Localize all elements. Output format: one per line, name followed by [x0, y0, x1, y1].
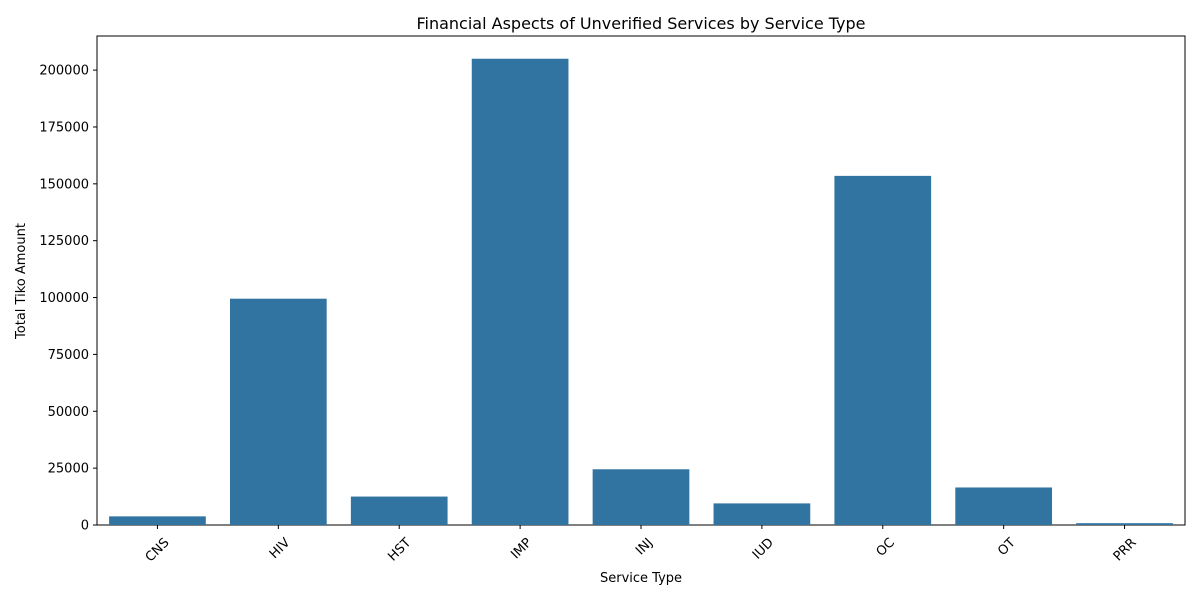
x-tick-label: CNS — [143, 535, 173, 565]
x-axis-ticks: CNS HIV HST IMP INJ IUD OC OT PRR — [143, 525, 1140, 565]
y-tick-label: 175000 — [39, 120, 89, 135]
x-tick-label: OT — [995, 535, 1018, 558]
bar-oc — [834, 175, 932, 525]
bar-prr — [1076, 523, 1173, 525]
bar-iud — [713, 503, 811, 525]
y-tick-label: 150000 — [39, 177, 89, 192]
x-tick-label: INJ — [633, 535, 656, 558]
bar-ot — [955, 487, 1053, 525]
x-tick-label: OC — [874, 535, 898, 559]
x-tick-label: HIV — [267, 535, 294, 562]
bar-inj — [592, 469, 690, 525]
bar-cns — [109, 516, 206, 525]
x-tick-label: PRR — [1111, 535, 1140, 564]
x-tick-label: HST — [385, 535, 414, 564]
x-axis-label: Service Type — [600, 571, 682, 586]
bar-hst — [350, 496, 448, 525]
y-tick-label: 25000 — [48, 462, 89, 477]
y-tick-label: 75000 — [48, 348, 89, 363]
y-tick-label: 125000 — [39, 234, 89, 249]
chart-title: Financial Aspects of Unverified Services… — [416, 14, 865, 33]
y-tick-label: 200000 — [39, 64, 89, 79]
y-tick-label: 50000 — [48, 405, 89, 420]
y-axis-ticks: 0 25000 50000 75000 100000 125000 150000 175000… — [39, 64, 97, 534]
bar-hiv — [229, 298, 327, 525]
bar-imp — [471, 58, 569, 525]
x-tick-label: IUD — [750, 535, 777, 562]
x-tick-label: IMP — [508, 535, 535, 562]
bars-group — [109, 58, 1173, 525]
y-tick-label: 0 — [81, 519, 89, 534]
y-tick-label: 100000 — [39, 291, 89, 306]
y-axis-label: Total Tiko Amount — [14, 223, 29, 340]
